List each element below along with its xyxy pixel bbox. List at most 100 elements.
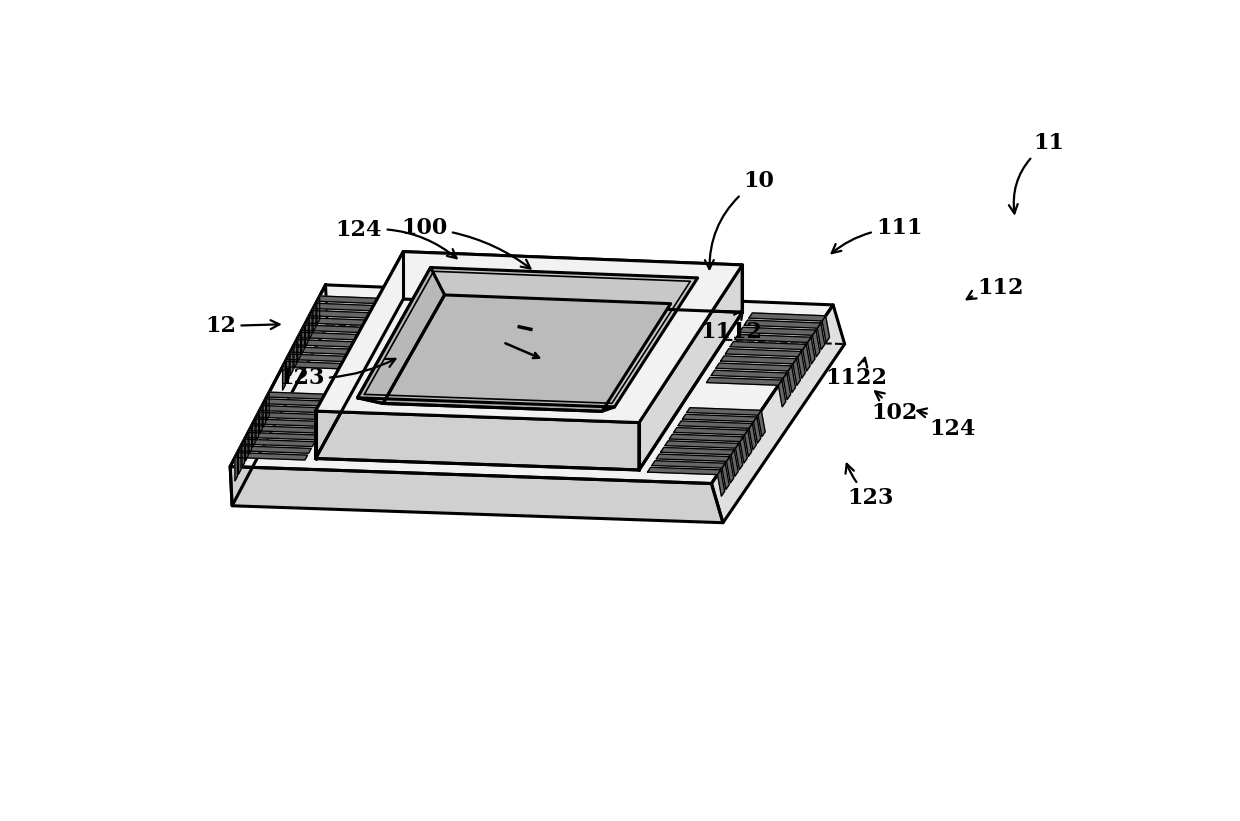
Polygon shape — [357, 398, 615, 411]
Polygon shape — [656, 454, 730, 461]
Polygon shape — [779, 380, 786, 407]
Polygon shape — [267, 392, 341, 400]
Polygon shape — [305, 318, 309, 346]
Text: 1122: 1122 — [826, 358, 888, 389]
Text: 123: 123 — [846, 464, 894, 509]
Polygon shape — [294, 340, 296, 369]
Polygon shape — [263, 399, 337, 406]
Polygon shape — [314, 303, 316, 332]
Polygon shape — [246, 433, 248, 461]
Polygon shape — [712, 305, 844, 523]
Polygon shape — [822, 316, 830, 342]
Polygon shape — [249, 426, 252, 454]
Polygon shape — [283, 361, 357, 369]
Polygon shape — [789, 366, 795, 392]
Polygon shape — [283, 361, 285, 390]
Polygon shape — [317, 296, 320, 325]
Polygon shape — [263, 399, 265, 427]
Polygon shape — [817, 323, 825, 350]
Polygon shape — [812, 330, 820, 357]
Text: 10: 10 — [704, 170, 774, 269]
Polygon shape — [301, 325, 377, 333]
Polygon shape — [749, 313, 826, 321]
Text: 124: 124 — [336, 219, 456, 259]
Polygon shape — [383, 295, 671, 411]
Polygon shape — [298, 333, 300, 361]
Polygon shape — [732, 450, 738, 476]
Polygon shape — [231, 285, 327, 506]
Polygon shape — [294, 340, 370, 347]
Polygon shape — [730, 342, 806, 350]
Polygon shape — [403, 251, 743, 312]
Polygon shape — [267, 392, 269, 420]
Polygon shape — [253, 419, 255, 447]
Polygon shape — [639, 265, 743, 470]
Polygon shape — [298, 333, 373, 341]
Polygon shape — [797, 351, 805, 378]
Polygon shape — [727, 456, 734, 483]
Polygon shape — [735, 334, 811, 342]
Polygon shape — [673, 428, 748, 435]
Polygon shape — [238, 446, 311, 453]
Polygon shape — [309, 310, 386, 319]
Polygon shape — [652, 461, 725, 468]
Text: 1112: 1112 — [701, 310, 763, 343]
Polygon shape — [305, 318, 381, 326]
Polygon shape — [758, 410, 765, 437]
Polygon shape — [301, 325, 304, 354]
Polygon shape — [754, 417, 760, 443]
Polygon shape — [231, 466, 723, 523]
Polygon shape — [242, 439, 315, 447]
Text: 102: 102 — [872, 392, 918, 424]
Polygon shape — [715, 363, 791, 371]
Polygon shape — [314, 303, 389, 311]
Polygon shape — [802, 344, 810, 371]
Polygon shape — [317, 296, 393, 304]
Polygon shape — [315, 251, 743, 423]
Polygon shape — [661, 447, 734, 455]
Polygon shape — [242, 439, 244, 468]
Polygon shape — [259, 406, 334, 413]
Text: 12: 12 — [205, 315, 279, 337]
Polygon shape — [315, 411, 639, 470]
Polygon shape — [238, 446, 241, 475]
Polygon shape — [687, 408, 761, 415]
Polygon shape — [286, 354, 289, 383]
Text: 112: 112 — [967, 277, 1024, 300]
Polygon shape — [718, 470, 724, 496]
Polygon shape — [257, 412, 259, 441]
Polygon shape — [678, 421, 753, 429]
Polygon shape — [259, 406, 262, 434]
Polygon shape — [290, 346, 293, 376]
Polygon shape — [739, 328, 816, 335]
Polygon shape — [740, 437, 748, 463]
Polygon shape — [792, 359, 800, 385]
Polygon shape — [246, 433, 319, 440]
Polygon shape — [665, 441, 739, 448]
Polygon shape — [722, 463, 729, 489]
Polygon shape — [720, 356, 796, 364]
Polygon shape — [749, 424, 756, 450]
Polygon shape — [234, 452, 238, 481]
Polygon shape — [290, 346, 366, 355]
Polygon shape — [807, 337, 815, 364]
Polygon shape — [357, 268, 698, 407]
Text: 111: 111 — [832, 217, 923, 253]
Polygon shape — [286, 354, 361, 362]
Polygon shape — [647, 467, 720, 475]
Polygon shape — [744, 430, 751, 456]
Polygon shape — [257, 412, 330, 420]
Text: 124: 124 — [918, 408, 976, 439]
Polygon shape — [725, 349, 801, 356]
Polygon shape — [670, 434, 743, 442]
Polygon shape — [784, 373, 791, 400]
Polygon shape — [234, 452, 308, 460]
Polygon shape — [249, 426, 322, 433]
Polygon shape — [357, 268, 445, 403]
Polygon shape — [707, 378, 782, 385]
Polygon shape — [682, 415, 756, 422]
Text: 123: 123 — [278, 359, 396, 389]
Polygon shape — [735, 443, 743, 470]
Polygon shape — [315, 251, 403, 458]
Polygon shape — [712, 370, 786, 378]
